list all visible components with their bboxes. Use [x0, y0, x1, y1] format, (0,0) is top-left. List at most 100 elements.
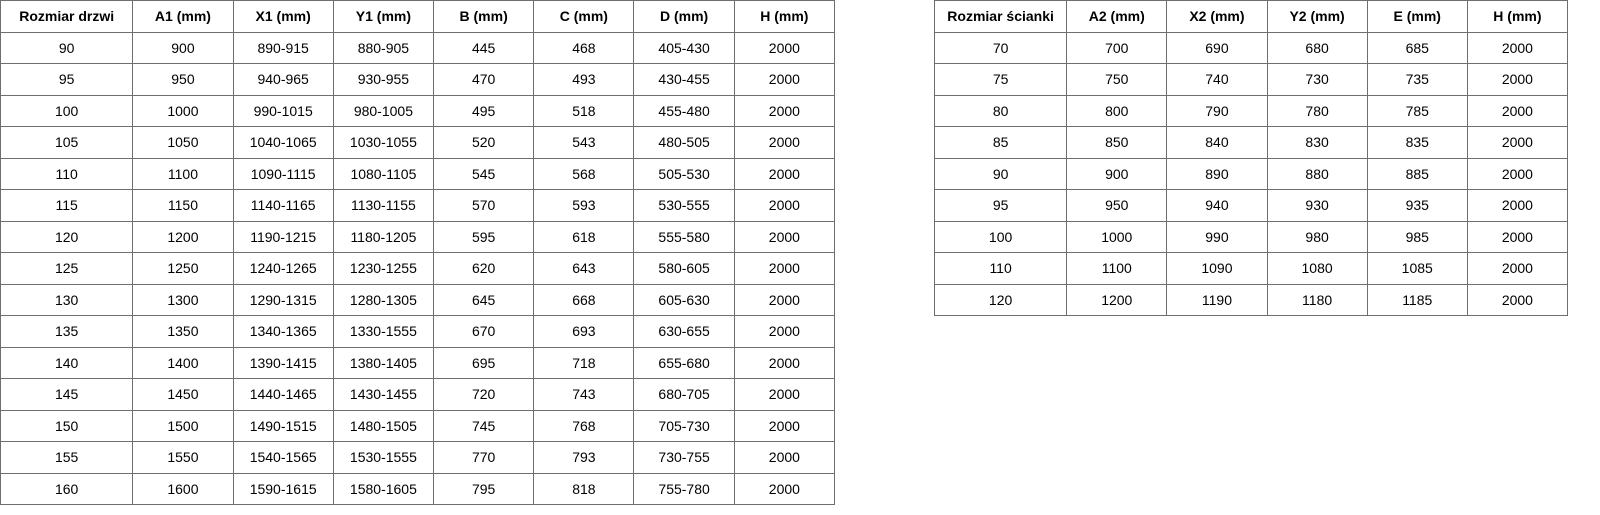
column-header: H (mm) [733, 0, 836, 33]
column-header: E (mm) [1366, 0, 1468, 33]
table-row: 155 1550 1540-1565 1530-1555 770 793 730-755 20… [0, 441, 836, 474]
table-cell: 818 [533, 472, 635, 505]
table-cell: 1090-1115 [232, 157, 334, 190]
table-row: 80 800 790 780 785 2000 [933, 94, 1569, 127]
table-cell: 555-580 [633, 220, 735, 253]
table-cell: 100 [0, 94, 134, 127]
table-cell: 1590-1615 [232, 472, 334, 505]
table-cell: 2000 [733, 441, 836, 474]
table-cell: 2000 [733, 31, 836, 64]
table-cell: 568 [533, 157, 635, 190]
table-cell: 125 [0, 252, 134, 285]
table-cell: 2000 [1466, 252, 1569, 285]
table-cell: 655-680 [633, 346, 735, 379]
table-row: 150 1500 1490-1515 1480-1505 745 768 705-730 20… [0, 409, 836, 442]
table-cell: 2000 [733, 315, 836, 348]
table-cell: 680-705 [633, 378, 735, 411]
table-cell: 2000 [733, 378, 836, 411]
column-header: Y1 (mm) [332, 0, 435, 33]
table-cell: 785 [1366, 94, 1468, 127]
table-cell: 2000 [733, 409, 836, 442]
column-header: H (mm) [1466, 0, 1569, 33]
table-cell: 1050 [132, 126, 234, 159]
table-cell: 645 [433, 283, 535, 316]
table-cell: 1550 [132, 441, 234, 474]
table-cell: 770 [433, 441, 535, 474]
table-cell: 680 [1266, 31, 1368, 64]
table-row: 70 700 690 680 685 2000 [933, 31, 1569, 64]
table-cell: 690 [1166, 31, 1268, 64]
table-cell: 1190-1215 [232, 220, 334, 253]
table-row: 115 1150 1140-1165 1130-1155 570 593 530-555 20… [0, 189, 836, 222]
table-row: 140 1400 1390-1415 1380-1405 695 718 655-680 20… [0, 346, 836, 379]
table-cell: 605-630 [633, 283, 735, 316]
table-cell: 940 [1166, 189, 1268, 222]
table-cell: 695 [433, 346, 535, 379]
table-row: 100 1000 990-1015 980-1005 495 518 455-480 2000 [0, 94, 836, 127]
column-header: Rozmiar ścianki [933, 0, 1068, 33]
table-row: 125 1250 1240-1265 1230-1255 620 643 580-605 20… [0, 252, 836, 285]
column-header: X2 (mm) [1166, 0, 1268, 33]
table-cell: 1240-1265 [232, 252, 334, 285]
table-row: 120 1200 1190 1180 1185 2000 [933, 283, 1569, 316]
table-cell: 1000 [1066, 220, 1168, 253]
table-cell: 2000 [733, 157, 836, 190]
table-cell: 880-905 [332, 31, 435, 64]
table-cell: 735 [1366, 63, 1468, 96]
table-cell: 110 [0, 157, 134, 190]
table-cell: 935 [1366, 189, 1468, 222]
table-cell: 2000 [733, 346, 836, 379]
table-cell: 980 [1266, 220, 1368, 253]
table-cell: 110 [933, 252, 1068, 285]
table-cell: 100 [933, 220, 1068, 253]
table-cell: 850 [1066, 126, 1168, 159]
table-cell: 1540-1565 [232, 441, 334, 474]
table-cell: 2000 [733, 472, 836, 505]
table-cell: 70 [933, 31, 1068, 64]
table-cell: 950 [132, 63, 234, 96]
table-cell: 1580-1605 [332, 472, 435, 505]
table-cell: 545 [433, 157, 535, 190]
door-size-table: Rozmiar drzwi A1 (mm) X1 (mm) Y1 (mm) B (mm)… [0, 0, 836, 505]
table-cell: 2000 [1466, 126, 1569, 159]
table-cell: 743 [533, 378, 635, 411]
table-cell: 1300 [132, 283, 234, 316]
table-row: 100 1000 990 980 985 2000 [933, 220, 1569, 253]
table-cell: 985 [1366, 220, 1468, 253]
table-cell: 405-430 [633, 31, 735, 64]
table-cell: 830 [1266, 126, 1368, 159]
table-cell: 1280-1305 [332, 283, 435, 316]
table-cell: 1450 [132, 378, 234, 411]
table-row: 135 1350 1340-1365 1330-1555 670 693 630-655 20… [0, 315, 836, 348]
table-cell: 1380-1405 [332, 346, 435, 379]
table-cell: 105 [0, 126, 134, 159]
table-cell: 580-605 [633, 252, 735, 285]
table-cell: 1430-1455 [332, 378, 435, 411]
table-row: 95 950 940-965 930-955 470 493 430-455 2000 [0, 63, 836, 96]
table-row: 110 1100 1090-1115 1080-1105 545 568 505-530 20… [0, 157, 836, 190]
table-cell: 75 [933, 63, 1068, 96]
table-cell: 150 [0, 409, 134, 442]
table-cell: 593 [533, 189, 635, 222]
column-header: Y2 (mm) [1266, 0, 1368, 33]
table-cell: 1350 [132, 315, 234, 348]
table-cell: 595 [433, 220, 535, 253]
table-row: 110 1100 1090 1080 1085 2000 [933, 252, 1569, 285]
table-cell: 530-555 [633, 189, 735, 222]
table-cell: 1530-1555 [332, 441, 435, 474]
table-cell: 2000 [1466, 31, 1569, 64]
header-row: Rozmiar ścianki A2 (mm) X2 (mm) Y2 (mm) E (m… [933, 0, 1569, 33]
column-header: Rozmiar drzwi [0, 0, 134, 33]
table-cell: 1080 [1266, 252, 1368, 285]
table-cell: 1130-1155 [332, 189, 435, 222]
table-cell: 620 [433, 252, 535, 285]
table-row: 90 900 890 880 885 2000 [933, 157, 1569, 190]
table-cell: 1200 [1066, 283, 1168, 316]
table-cell: 115 [0, 189, 134, 222]
column-header: B (mm) [433, 0, 535, 33]
table-cell: 718 [533, 346, 635, 379]
table-cell: 940-965 [232, 63, 334, 96]
table-cell: 790 [1166, 94, 1268, 127]
table-cell: 468 [533, 31, 635, 64]
table-row: 120 1200 1190-1215 1180-1205 595 618 555-580 20… [0, 220, 836, 253]
